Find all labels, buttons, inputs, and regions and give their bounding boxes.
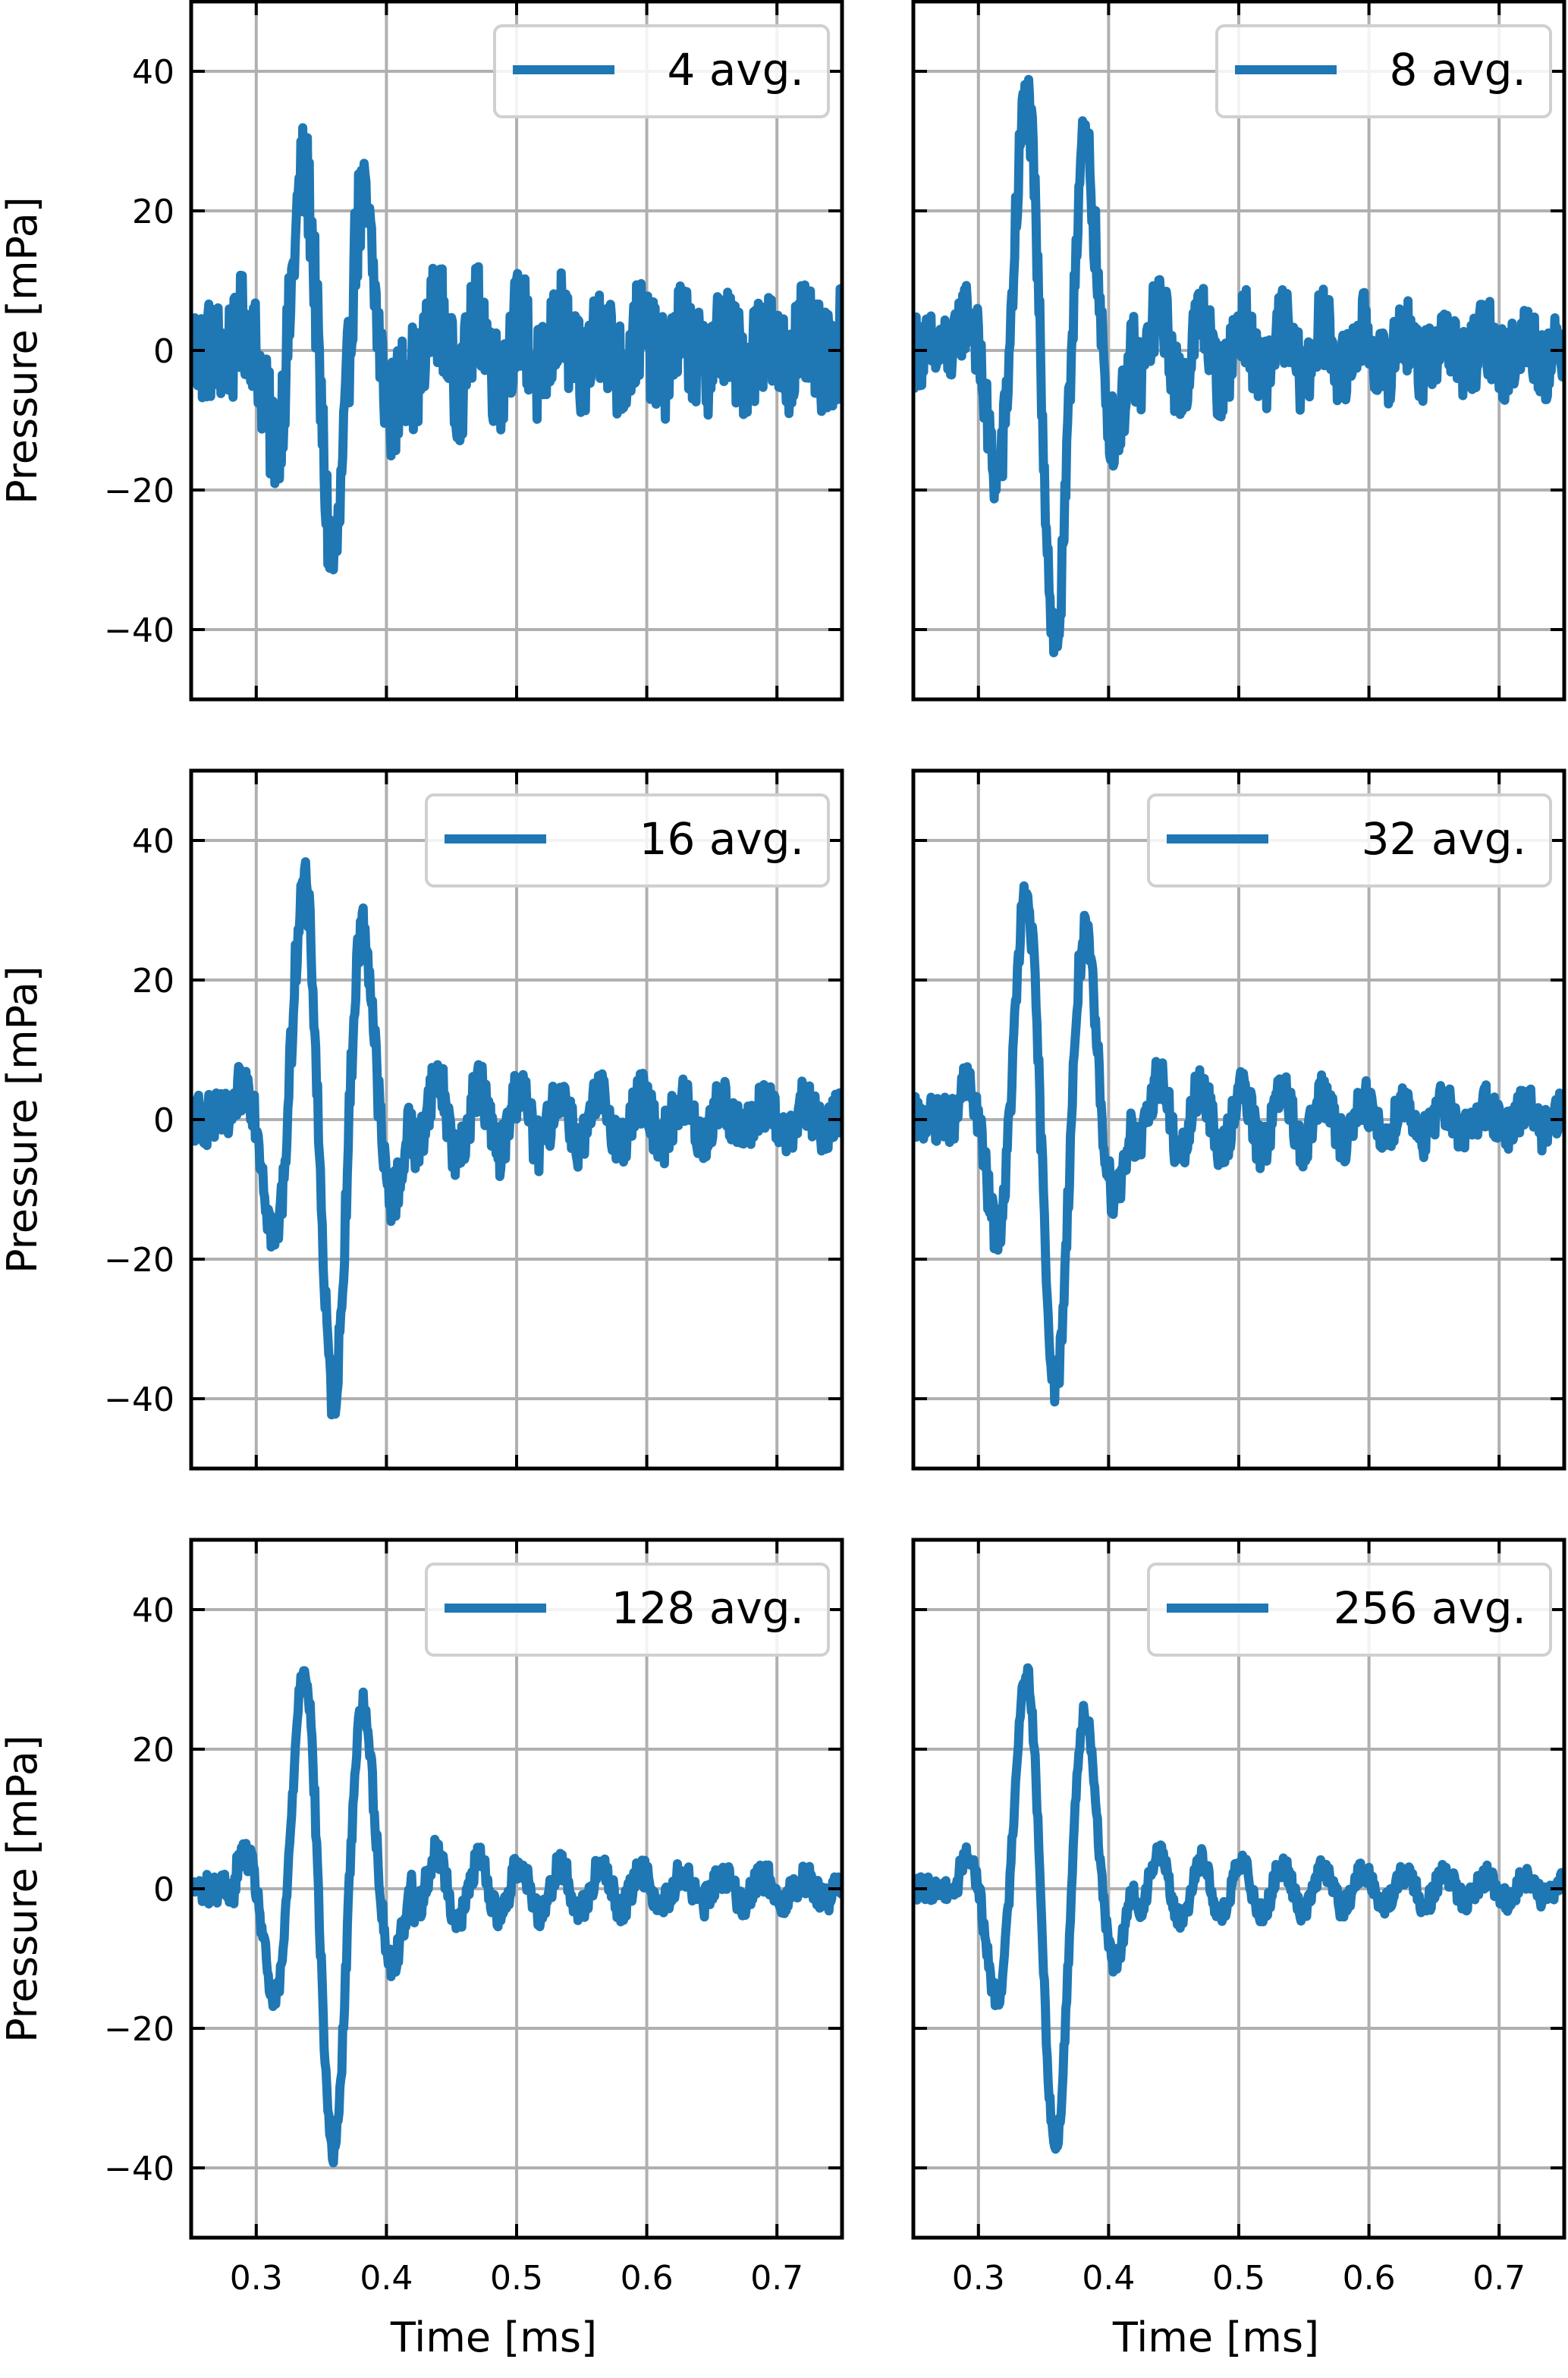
x-axis-title: Time [ms] (1112, 2314, 1319, 2361)
legend: 4 avg. (493, 24, 830, 118)
legend-label: 32 avg. (1362, 813, 1526, 865)
x-tick-label: 0.6 (621, 2259, 674, 2298)
legend-box (425, 1563, 830, 1657)
y-tick-label: 40 (132, 822, 174, 861)
legend: 8 avg. (1215, 24, 1552, 118)
x-axis-title: Time [ms] (390, 2314, 597, 2361)
y-tick-label: −40 (104, 2150, 174, 2188)
y-tick-label: 40 (132, 1591, 174, 1630)
y-tick-label: −20 (104, 2010, 174, 2049)
legend-label: 16 avg. (639, 813, 804, 865)
y-tick-label: −40 (104, 611, 174, 650)
subplot-4: 32 avg. (911, 768, 1566, 1471)
x-tick-label: 0.4 (360, 2259, 413, 2298)
y-tick-label: 0 (153, 1871, 174, 1909)
x-tick-label: 0.5 (1212, 2259, 1265, 2298)
legend: 32 avg. (1147, 793, 1552, 887)
x-tick-label: 0.5 (490, 2259, 543, 2298)
series-line (191, 123, 842, 575)
y-tick-label: −20 (104, 1241, 174, 1280)
x-tick-label: 0.4 (1082, 2259, 1135, 2298)
legend-box (1147, 793, 1552, 887)
legend-box (1215, 24, 1552, 118)
x-tick-label: 0.3 (230, 2259, 283, 2298)
legend: 16 avg. (425, 793, 830, 887)
subplot-5: −40 −20 0 20 40 0.3 0.4 0.5 0.6 0.7 Pressure [mPa]… (0, 1538, 844, 2361)
legend-label: 256 avg. (1334, 1582, 1526, 1634)
y-tick-label: 0 (153, 1101, 174, 1140)
series-line (913, 881, 1564, 1407)
x-tick-label: 0.6 (1343, 2259, 1396, 2298)
x-tick-label: 0.7 (1472, 2259, 1526, 2298)
legend-box (425, 793, 830, 887)
y-tick-label: 40 (132, 53, 174, 92)
subplot-3: −40 −20 0 20 40 Pressure [mPa] 16 avg. (0, 768, 844, 1471)
legend-label: 128 avg. (611, 1582, 804, 1634)
legend-label: 4 avg. (668, 44, 804, 96)
legend: 128 avg. (425, 1563, 830, 1657)
series-line (191, 857, 842, 1420)
series-line (913, 74, 1564, 658)
x-tick-label: 0.7 (750, 2259, 803, 2298)
y-axis-title: Pressure [mPa] (0, 966, 46, 1274)
legend-box (1147, 1563, 1552, 1657)
y-axis-title: Pressure [mPa] (0, 1735, 46, 2043)
legend: 256 avg. (1147, 1563, 1552, 1657)
series-line (191, 1666, 842, 2168)
legend-box (493, 24, 830, 118)
subplot-2: 8 avg. (911, 0, 1566, 702)
y-tick-label: −20 (104, 472, 174, 510)
legend-label: 8 avg. (1390, 44, 1526, 96)
y-tick-label: 20 (132, 1731, 174, 1770)
y-tick-label: 0 (153, 332, 174, 371)
y-axis-title: Pressure [mPa] (0, 196, 46, 504)
y-tick-label: 20 (132, 962, 174, 1001)
series-line (913, 1663, 1564, 2154)
y-tick-label: 20 (132, 193, 174, 231)
subplot-6: 0.3 0.4 0.5 0.6 0.7 Time [ms] 256 avg. (911, 1538, 1566, 2361)
subplot-1: −40 −20 0 20 40 Pressure [mPa] 4 avg. (0, 0, 844, 702)
x-tick-label: 0.3 (952, 2259, 1005, 2298)
y-tick-label: −40 (104, 1381, 174, 1419)
